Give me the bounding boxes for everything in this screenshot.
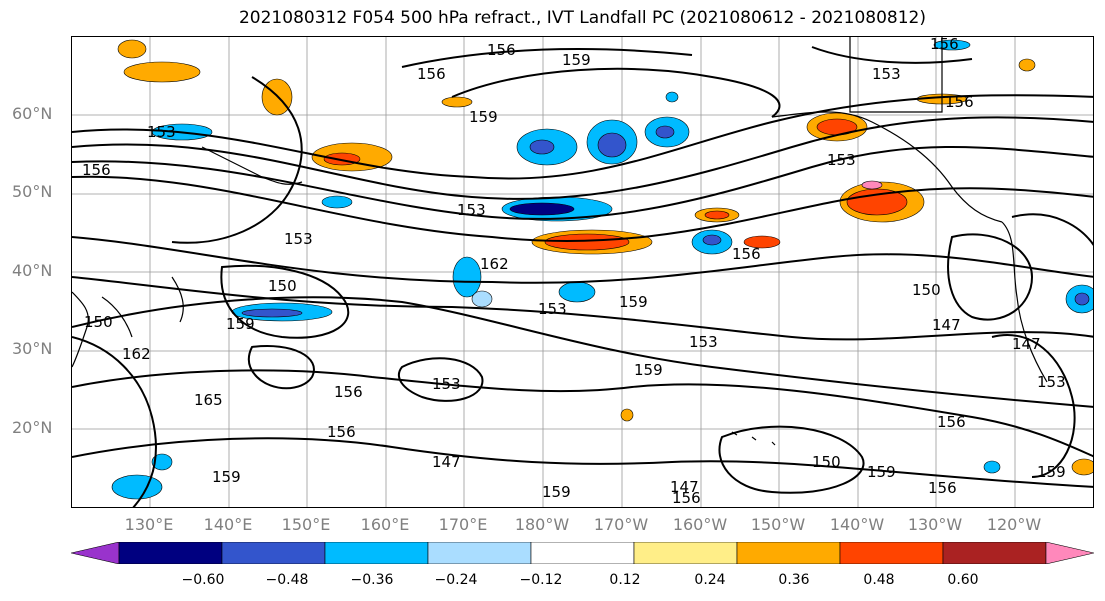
contour-label: 153	[827, 151, 856, 169]
contour-label: 159	[226, 315, 255, 333]
coastlines	[72, 37, 1048, 446]
colorbar-cell	[530, 542, 635, 564]
lon-label-150w: 150°W	[750, 515, 806, 534]
colorbar-tick-label: 0.48	[863, 572, 895, 588]
colorbar-cell	[221, 542, 326, 564]
colorbar-cell	[324, 542, 429, 564]
contour-label: 147	[932, 316, 961, 334]
lon-label-120w: 120°W	[986, 515, 1042, 534]
colorbar-cell	[736, 542, 841, 564]
lon-label-170w: 170°W	[593, 515, 649, 534]
contour-label: 159	[634, 361, 663, 379]
contour-label: 162	[480, 255, 509, 273]
colorbar-tick-label: 0.24	[694, 572, 726, 588]
colorbar-cell	[633, 542, 738, 564]
colorbar-extend-high	[1045, 542, 1094, 564]
contour-label: 156	[334, 383, 363, 401]
colorbar-tick-label: −0.48	[265, 572, 309, 588]
contour-label: 150	[912, 281, 941, 299]
lon-label-170e: 170°E	[438, 515, 488, 534]
colorbar-tick-label: −0.24	[434, 572, 478, 588]
contour-label: 156	[417, 65, 446, 83]
contour-label: 153	[1037, 373, 1066, 391]
contour-label: 156	[82, 161, 111, 179]
contour-label: 150	[268, 277, 297, 295]
map-canvas: 156 159 156 153 156 153 156 156 159 153 …	[72, 37, 1093, 507]
contour-label: 153	[147, 123, 176, 141]
contour-labels: 156 159 156 153 156 153 156 156 159 153 …	[82, 37, 1066, 507]
contour-label: 165	[194, 391, 223, 409]
contour-label: 153	[538, 300, 567, 318]
contour-label: 153	[432, 375, 461, 393]
contour-label: 156	[327, 423, 356, 441]
lat-label-50n: 50°N	[12, 182, 53, 201]
contour-label: 159	[212, 468, 241, 486]
contour-label: 156	[945, 93, 974, 111]
map-panel: 156 159 156 153 156 153 156 156 159 153 …	[71, 36, 1094, 508]
colorbar-cell	[427, 542, 532, 564]
contour-label: 153	[457, 201, 486, 219]
lon-label-150e: 150°E	[281, 515, 331, 534]
contour-label: 159	[542, 483, 571, 501]
contour-label: 150	[84, 313, 113, 331]
contour-label: 162	[122, 345, 151, 363]
contour-label: 153	[284, 230, 313, 248]
contour-label: 156	[937, 413, 966, 431]
lat-label-60n: 60°N	[12, 104, 53, 123]
contour-label: 150	[812, 453, 841, 471]
colorbar-tick-label: 0.12	[609, 572, 641, 588]
colorbar-tick-label: −0.12	[519, 572, 563, 588]
contour-label: 156	[930, 37, 959, 53]
lon-label-160w: 160°W	[672, 515, 728, 534]
lon-label-180w: 180°W	[514, 515, 570, 534]
graticule	[72, 37, 1093, 507]
colorbar-tick-label: 0.60	[947, 572, 979, 588]
height-contours	[72, 46, 1093, 507]
colorbar	[71, 542, 1094, 564]
lon-label-130w: 130°W	[907, 515, 963, 534]
contour-label: 147	[1012, 335, 1041, 353]
contour-label: 156	[672, 489, 701, 507]
colorbar-cell	[118, 542, 223, 564]
contour-label: 156	[928, 479, 957, 497]
lon-label-140w: 140°W	[829, 515, 885, 534]
contour-label: 156	[487, 41, 516, 59]
colorbar-tick-label: 0.36	[778, 572, 810, 588]
lon-label-140e: 140°E	[203, 515, 253, 534]
contour-label: 153	[872, 65, 901, 83]
lat-label-40n: 40°N	[12, 261, 53, 280]
colorbar-tick-label: −0.36	[350, 572, 394, 588]
lat-label-30n: 30°N	[12, 339, 53, 358]
colorbar-tick-label: −0.60	[181, 572, 225, 588]
contour-label: 159	[867, 463, 896, 481]
colorbar-cell	[839, 542, 944, 564]
contour-label: 159	[619, 293, 648, 311]
lon-label-130e: 130°E	[124, 515, 174, 534]
lon-label-160e: 160°E	[360, 515, 410, 534]
colorbar-cell	[942, 542, 1047, 564]
contour-label: 153	[689, 333, 718, 351]
contour-label: 159	[562, 51, 591, 69]
contour-label: 147	[432, 453, 461, 471]
chart-title: 2021080312 F054 500 hPa refract., IVT La…	[238, 8, 926, 28]
contour-label: 156	[732, 245, 761, 263]
contour-label: 159	[1037, 463, 1066, 481]
contour-label: 159	[469, 108, 498, 126]
contour-label: 147	[670, 478, 699, 496]
lat-label-20n: 20°N	[12, 418, 53, 437]
colorbar-extend-low	[71, 542, 120, 564]
